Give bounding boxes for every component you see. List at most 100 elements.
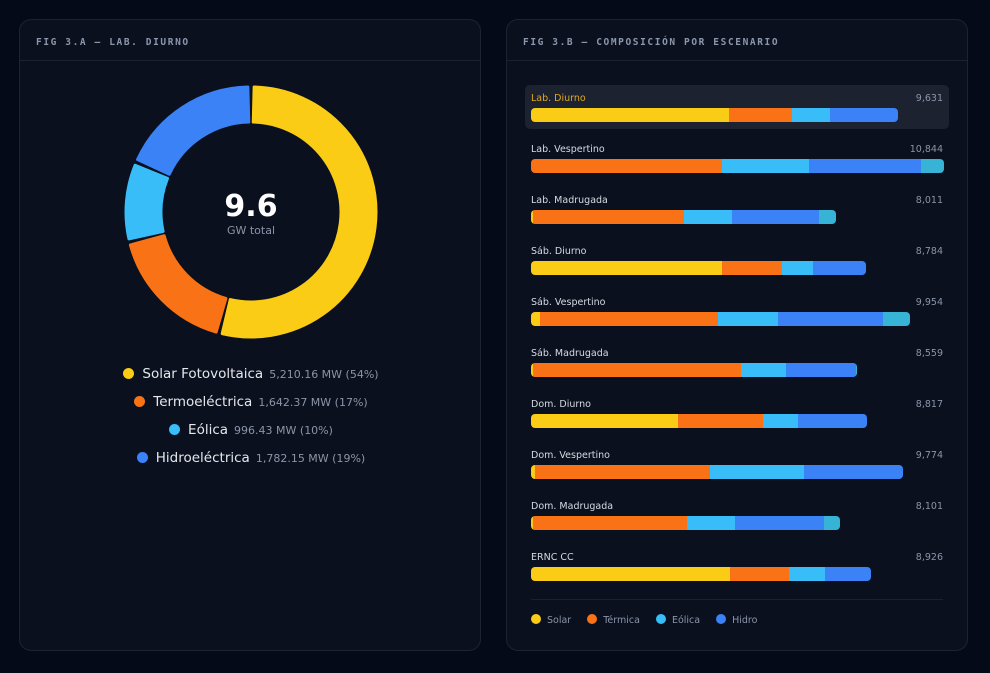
total-label: GW total <box>226 224 276 237</box>
bar-segment-hidro[interactable] <box>808 159 921 173</box>
bar-segment-eólica[interactable] <box>740 363 786 377</box>
scenario-label: Sáb. Diurno <box>531 246 587 257</box>
stacked-bar[interactable] <box>531 312 910 326</box>
donut-card: FIG 3.A — LAB. DIURNO 9.6 GW total Solar… <box>19 19 481 651</box>
donut-slice-eólica[interactable] <box>124 163 170 241</box>
bar-segment-solar[interactable] <box>531 516 533 530</box>
bar-segment-hidro[interactable] <box>797 414 867 428</box>
legend-value: 5,210.16 MW (54%) <box>269 368 379 381</box>
stacked-bar[interactable] <box>531 261 866 275</box>
stacked-bar[interactable] <box>531 516 840 530</box>
bar-segment-eólica[interactable] <box>762 414 798 428</box>
bar-segment-hidro[interactable] <box>829 108 898 122</box>
scenario-total: 8,784 <box>915 246 943 257</box>
legend-value: 996.43 MW (10%) <box>234 424 333 437</box>
legend-label: Hidroeléctrica <box>155 450 250 466</box>
legend-dot <box>134 396 146 407</box>
legend-label: Eólica <box>671 615 701 626</box>
bar-segment-other[interactable] <box>818 210 836 224</box>
scenario-row[interactable]: Sáb. Madrugada 8,559 <box>525 340 949 384</box>
stacked-bar[interactable] <box>531 465 904 479</box>
bar-segment-térmica[interactable] <box>532 516 687 530</box>
bar-segment-térmica[interactable] <box>531 159 722 173</box>
bar-segment-eólica[interactable] <box>791 108 830 122</box>
scenario-row[interactable]: Dom. Diurno 8,817 <box>525 391 949 435</box>
scenario-total: 8,559 <box>915 348 943 359</box>
bar-segment-térmica[interactable] <box>677 414 763 428</box>
scenario-row[interactable]: Sáb. Diurno 8,784 <box>525 238 949 282</box>
bar-segment-solar[interactable] <box>531 363 533 377</box>
donut-slice-solar[interactable] <box>220 85 378 339</box>
scenario-row[interactable]: Lab. Vespertino 10,844 <box>525 136 949 180</box>
scenario-total: 8,011 <box>915 195 943 206</box>
legend-label: Solar Fotovoltaica <box>142 366 264 382</box>
bar-segment-eólica[interactable] <box>686 516 735 530</box>
bar-segment-hidro[interactable] <box>734 516 824 530</box>
scenario-row[interactable]: Dom. Madrugada 8,101 <box>525 493 949 537</box>
legend-dot <box>169 424 181 435</box>
stacked-bar[interactable] <box>531 567 871 581</box>
bar-segment-solar[interactable] <box>531 261 722 275</box>
bar-segment-eólica[interactable] <box>709 465 804 479</box>
bar-legend-item: Solar <box>531 614 571 626</box>
bar-segment-eólica[interactable] <box>683 210 732 224</box>
bar-segment-hidro[interactable] <box>777 312 883 326</box>
total-value: 9.6 <box>224 189 278 224</box>
legend-item[interactable]: Hidroeléctrica 1,782.15 MW (19%) <box>20 450 482 466</box>
donut-slice-hidroeléctrica[interactable] <box>136 85 251 176</box>
bar-segment-hidro[interactable] <box>731 210 819 224</box>
legend-label: Solar <box>547 615 572 626</box>
bar-segment-solar[interactable] <box>531 312 540 326</box>
bar-segment-solar[interactable] <box>531 414 678 428</box>
bar-segment-hidro[interactable] <box>803 465 903 479</box>
bar-segment-other[interactable] <box>855 363 857 377</box>
scenario-label: Dom. Vespertino <box>531 450 610 461</box>
scenario-row[interactable]: ERNC CC 8,926 <box>525 544 949 588</box>
scenario-row[interactable]: Sáb. Vespertino 9,954 <box>525 289 949 333</box>
legend-dot <box>587 614 598 624</box>
bar-segment-other[interactable] <box>882 312 910 326</box>
bar-segment-eólica[interactable] <box>788 567 825 581</box>
scenario-row[interactable]: Dom. Vespertino 9,774 <box>525 442 949 486</box>
divider <box>531 599 943 600</box>
scenario-label: Dom. Madrugada <box>531 501 614 512</box>
scenario-total: 9,954 <box>915 297 943 308</box>
bar-segment-solar[interactable] <box>531 567 730 581</box>
bar-segment-hidro[interactable] <box>785 363 856 377</box>
bar-segment-eólica[interactable] <box>781 261 813 275</box>
scenario-label: Sáb. Madrugada <box>531 348 609 359</box>
stacked-bar[interactable] <box>531 159 944 173</box>
bar-segment-solar[interactable] <box>531 108 730 122</box>
scenario-row[interactable]: Lab. Madrugada 8,011 <box>525 187 949 231</box>
scenario-row[interactable]: Lab. Diurno 9,631 <box>525 85 949 129</box>
bar-segment-other[interactable] <box>920 159 944 173</box>
bar-segment-térmica[interactable] <box>729 108 792 122</box>
bar-segment-eólica[interactable] <box>721 159 809 173</box>
bar-segment-térmica[interactable] <box>729 567 789 581</box>
bar-segment-hidro[interactable] <box>812 261 866 275</box>
donut-slice-termoeléctrica[interactable] <box>128 234 228 334</box>
scenario-total: 9,774 <box>915 450 943 461</box>
scenario-label: Lab. Vespertino <box>531 144 605 155</box>
bar-legend-item: Hidro <box>716 614 757 626</box>
bar-segment-solar[interactable] <box>531 465 535 479</box>
stacked-bar[interactable] <box>531 363 857 377</box>
legend-label: Eólica <box>188 422 229 438</box>
bar-segment-hidro[interactable] <box>824 567 871 581</box>
stacked-bar[interactable] <box>531 108 898 122</box>
stacked-bar[interactable] <box>531 210 836 224</box>
bar-segment-other[interactable] <box>823 516 840 530</box>
legend-item[interactable]: Termoeléctrica 1,642.37 MW (17%) <box>20 394 482 410</box>
bar-segment-térmica[interactable] <box>539 312 718 326</box>
bar-segment-solar[interactable] <box>531 210 533 224</box>
bar-segment-térmica[interactable] <box>532 210 684 224</box>
legend-item[interactable]: Solar Fotovoltaica 5,210.16 MW (54%) <box>20 366 482 382</box>
bar-segment-térmica[interactable] <box>532 363 741 377</box>
bar-segment-térmica[interactable] <box>721 261 782 275</box>
bar-segment-térmica[interactable] <box>534 465 710 479</box>
bar-card-title: FIG 3.B — COMPOSICIÓN POR ESCENARIO <box>507 20 967 61</box>
stacked-bar[interactable] <box>531 414 867 428</box>
scenario-total: 8,817 <box>915 399 943 410</box>
legend-item[interactable]: Eólica 996.43 MW (10%) <box>20 422 482 438</box>
bar-segment-eólica[interactable] <box>717 312 778 326</box>
